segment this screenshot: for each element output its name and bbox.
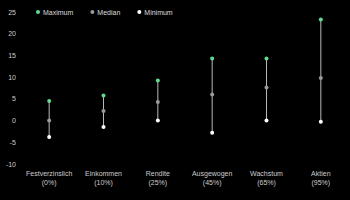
y-tick-label: 15 — [8, 52, 16, 59]
point-median — [265, 86, 269, 90]
y-tick-label: -10 — [6, 161, 16, 168]
point-minimum — [47, 135, 51, 139]
x-tick-label: Ausgewogen(45%) — [192, 170, 233, 187]
x-tick-label: Einkommen(10%) — [85, 170, 122, 187]
point-maximum — [210, 56, 214, 60]
legend-marker — [36, 10, 40, 14]
chart-container: -10 -5 0 5 10 15 20 25 Festverzinslich(0%) Einkom… — [0, 0, 350, 200]
point-minimum — [156, 119, 160, 123]
point-maximum — [156, 79, 160, 83]
background — [0, 0, 350, 200]
y-axis: -10 -5 0 5 10 15 20 25 — [6, 9, 16, 168]
y-tick-label: -5 — [10, 139, 16, 146]
y-tick-label: 25 — [8, 9, 16, 16]
x-tick-label: Rendite(25%) — [146, 170, 170, 187]
point-median — [102, 109, 106, 113]
point-minimum — [265, 119, 269, 123]
point-median — [156, 100, 160, 104]
legend-marker — [90, 10, 94, 14]
point-median — [47, 119, 51, 123]
legend: Maximum Median Minimum — [36, 9, 173, 16]
point-maximum — [47, 99, 51, 103]
x-axis: Festverzinslich(0%) Einkommen(10%) Rendite… — [26, 170, 331, 187]
point-maximum — [265, 56, 269, 60]
y-tick-label: 10 — [8, 74, 16, 81]
chart: -10 -5 0 5 10 15 20 25 Festverzinslich(0%) Einkom… — [0, 0, 350, 200]
point-maximum — [102, 93, 106, 97]
point-minimum — [102, 125, 106, 129]
y-tick-label: 0 — [12, 117, 16, 124]
y-tick-label: 5 — [12, 95, 16, 102]
y-tick-label: 20 — [8, 30, 16, 37]
x-tick-label: Aktien(95%) — [311, 170, 331, 187]
point-maximum — [319, 17, 323, 21]
x-tick-label: Festverzinslich(0%) — [26, 170, 72, 187]
point-minimum — [319, 120, 323, 124]
legend-label: Median — [97, 9, 120, 16]
point-median — [319, 76, 323, 80]
legend-label: Minimum — [144, 9, 173, 16]
plot-area — [47, 17, 323, 139]
point-minimum — [210, 131, 214, 135]
legend-label: Maximum — [43, 9, 74, 16]
x-tick-label: Wachstum(65%) — [250, 170, 283, 187]
legend-marker — [137, 10, 141, 14]
range-line — [320, 19, 321, 121]
point-median — [210, 93, 214, 97]
